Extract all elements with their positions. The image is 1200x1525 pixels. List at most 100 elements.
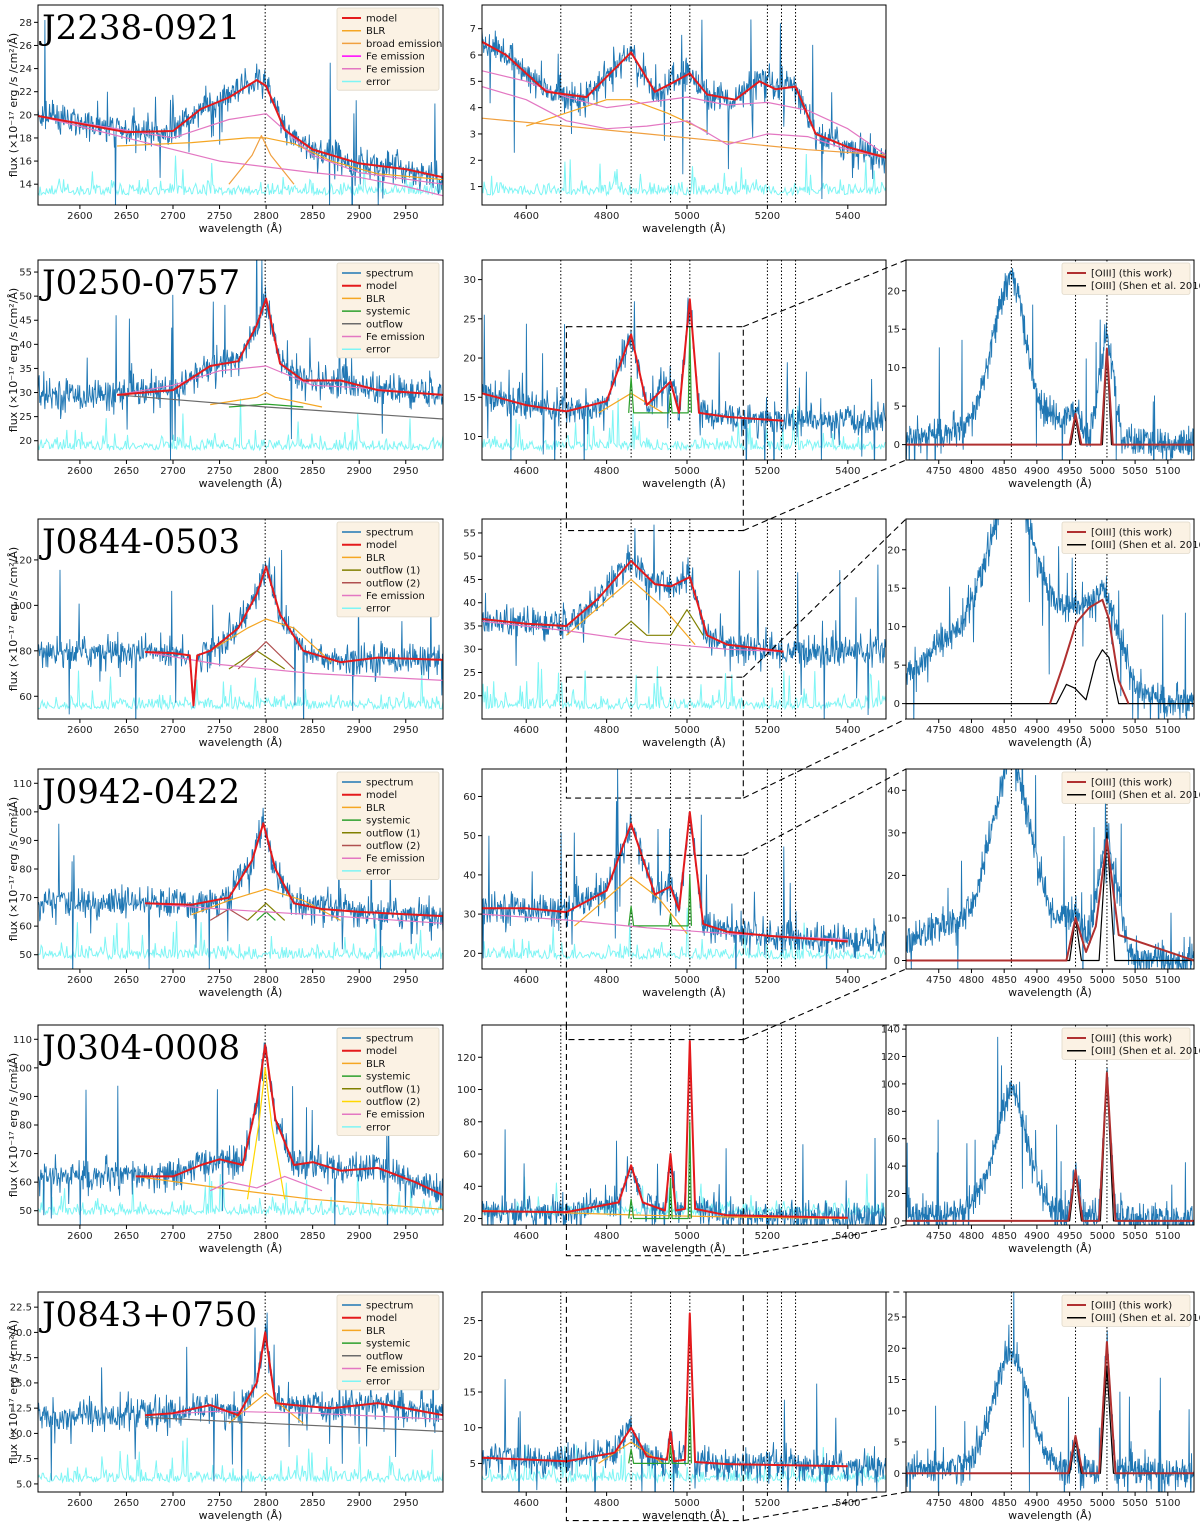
legend-box (1061, 771, 1191, 804)
x-tick-label: 5050 (1122, 725, 1147, 736)
y-tick-label: 18 (19, 133, 32, 144)
series--oiii-shen-et-al-2016- (906, 649, 1194, 705)
spectrum-line (38, 549, 443, 719)
y-tick-label: 120 (881, 1052, 900, 1063)
x-tick-label: 2900 (346, 1498, 371, 1509)
y-axis-label: flux (×10⁻¹⁷ erg /s /cm²/Å) (7, 797, 20, 941)
spectrum-line (482, 524, 886, 719)
x-tick-label: 2800 (253, 1498, 278, 1509)
legend-entry: [OIII] (this work) (1091, 1301, 1172, 1312)
x-tick-label: 4950 (1057, 725, 1082, 736)
y-tick-label: 15 (463, 1388, 476, 1399)
x-tick-label: 2850 (300, 211, 325, 222)
y-tick-label: 90 (19, 1092, 32, 1103)
error-line (38, 398, 443, 452)
axes-frame (481, 4, 887, 206)
legend-entry: BLR (366, 553, 385, 564)
y-tick-label: 5.0 (16, 1479, 32, 1490)
axes-frame (481, 768, 887, 970)
y-tick-label: 10 (463, 1423, 476, 1434)
legend-entry: model (366, 281, 397, 292)
zoom-box (565, 1291, 744, 1522)
y-tick-label: 14 (19, 180, 32, 191)
panel-hb: 4600 4800 5000 5200 5400 10 15 20 25 30 wavelength… (463, 259, 887, 490)
spectrum-line (38, 1042, 443, 1225)
zoom-connector (743, 1491, 907, 1522)
x-tick-label: 4600 (513, 725, 538, 736)
x-tick-label: 5000 (1090, 1231, 1115, 1242)
series-broad-emission (482, 117, 886, 156)
spectrum-line (906, 769, 1194, 969)
series-systemic (256, 911, 276, 921)
y-tick-label: 60 (19, 692, 32, 703)
y-tick-label: 10.0 (10, 1429, 32, 1440)
row-j0843+0750: 2600 2650 2700 2750 2800 2850 2900 2950 5.0 7.5 10… (7, 1291, 1200, 1522)
series-fe-emission (482, 620, 784, 653)
x-axis-label: wavelength (Å) (199, 1509, 283, 1522)
x-axis-label: wavelength (Å) (642, 736, 726, 749)
series-model (482, 1040, 848, 1219)
x-tick-label: 5400 (835, 975, 860, 986)
y-tick-label: 80 (19, 1121, 32, 1132)
y-tick-label: 60 (463, 1150, 476, 1161)
error-line (38, 1167, 443, 1217)
y-tick-label: 20 (463, 691, 476, 702)
x-tick-label: 2700 (160, 1498, 185, 1509)
series-blr (210, 391, 323, 408)
x-tick-label: 4950 (1057, 1498, 1082, 1509)
legend-entry: spectrum (366, 778, 413, 789)
series-model (135, 1044, 443, 1196)
x-tick-label: 4800 (959, 1498, 984, 1509)
y-tick-label: 30 (463, 910, 476, 921)
zoom-connector (742, 518, 907, 678)
x-tick-label: 2650 (114, 1231, 139, 1242)
x-axis-label: wavelength (Å) (199, 477, 283, 490)
series-fe-emission (482, 86, 886, 159)
y-tick-label: 15 (887, 584, 900, 595)
y-tick-label: 40 (19, 340, 32, 351)
y-tick-label: 80 (887, 1107, 900, 1118)
x-tick-label: 5000 (674, 1498, 699, 1509)
object-name: J0250-0757 (39, 263, 240, 303)
legend-entry: model (366, 1046, 397, 1057)
series-fe-emission (145, 902, 443, 924)
y-tick-label: 0 (894, 440, 900, 451)
row-j0942-0422: 2600 2650 2700 2750 2800 2850 2900 2950 50 60 70 80… (7, 768, 1200, 1041)
axes-frame (905, 768, 1195, 970)
x-tick-label: 2650 (114, 466, 139, 477)
y-tick-label: 25 (463, 668, 476, 679)
series-blr (598, 1441, 664, 1464)
x-tick-label: 5400 (835, 211, 860, 222)
y-tick-label: 100 (13, 807, 32, 818)
x-tick-label: 2650 (114, 975, 139, 986)
x-tick-label: 2800 (253, 975, 278, 986)
series-fe-emission (116, 365, 443, 396)
x-tick-label: 5400 (835, 725, 860, 736)
y-tick-label: 20 (463, 1214, 476, 1225)
legend-entry: error (366, 77, 391, 88)
legend-entry: error (366, 604, 391, 615)
x-tick-label: 5000 (1090, 1498, 1115, 1509)
legend-entry: error (366, 345, 391, 356)
legend-entry: [OIII] (Shen et al. 2016) (1091, 540, 1200, 551)
x-tick-label: 4900 (1024, 725, 1049, 736)
x-axis-label: wavelength (Å) (642, 222, 726, 235)
y-tick-label: 100 (457, 1085, 476, 1096)
x-axis-label: wavelength (Å) (1008, 1509, 1092, 1522)
y-tick-label: 25 (463, 314, 476, 325)
y-tick-label: 10 (887, 1406, 900, 1417)
x-tick-label: 2600 (67, 1498, 92, 1509)
legend-box (1061, 1294, 1191, 1327)
panel-oiii: 4750 4800 4850 4900 4950 5000 5050 5100 0 10 20 30 4… (887, 768, 1200, 999)
y-tick-label: 7 (470, 24, 476, 35)
y-tick-label: 40 (887, 786, 900, 797)
x-tick-label: 4850 (991, 1498, 1016, 1509)
x-tick-label: 5000 (674, 466, 699, 477)
panel-hb: 4600 4800 5000 5200 5400 20 40 60 80 100 120 wavele… (457, 1024, 887, 1255)
y-tick-label: 20 (887, 1344, 900, 1355)
x-tick-label: 4600 (513, 466, 538, 477)
y-tick-label: 30 (887, 828, 900, 839)
